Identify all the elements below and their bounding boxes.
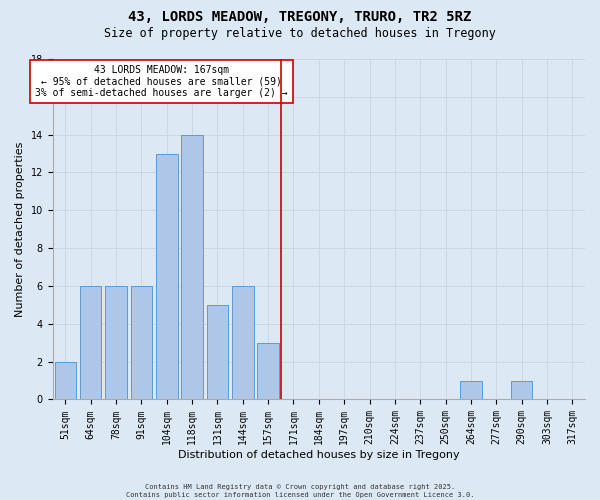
X-axis label: Distribution of detached houses by size in Tregony: Distribution of detached houses by size …: [178, 450, 460, 460]
Bar: [156, 154, 178, 400]
Text: Size of property relative to detached houses in Tregony: Size of property relative to detached ho…: [104, 28, 496, 40]
Bar: [511, 380, 532, 400]
Bar: [80, 286, 101, 400]
Bar: [55, 362, 76, 400]
Bar: [460, 380, 482, 400]
Bar: [181, 134, 203, 400]
Text: Contains HM Land Registry data © Crown copyright and database right 2025.
Contai: Contains HM Land Registry data © Crown c…: [126, 484, 474, 498]
Bar: [206, 305, 228, 400]
Y-axis label: Number of detached properties: Number of detached properties: [15, 142, 25, 317]
Bar: [131, 286, 152, 400]
Text: 43 LORDS MEADOW: 167sqm
← 95% of detached houses are smaller (59)
3% of semi-det: 43 LORDS MEADOW: 167sqm ← 95% of detache…: [35, 65, 288, 98]
Bar: [105, 286, 127, 400]
Text: 43, LORDS MEADOW, TREGONY, TRURO, TR2 5RZ: 43, LORDS MEADOW, TREGONY, TRURO, TR2 5R…: [128, 10, 472, 24]
Bar: [257, 342, 279, 400]
Bar: [232, 286, 254, 400]
